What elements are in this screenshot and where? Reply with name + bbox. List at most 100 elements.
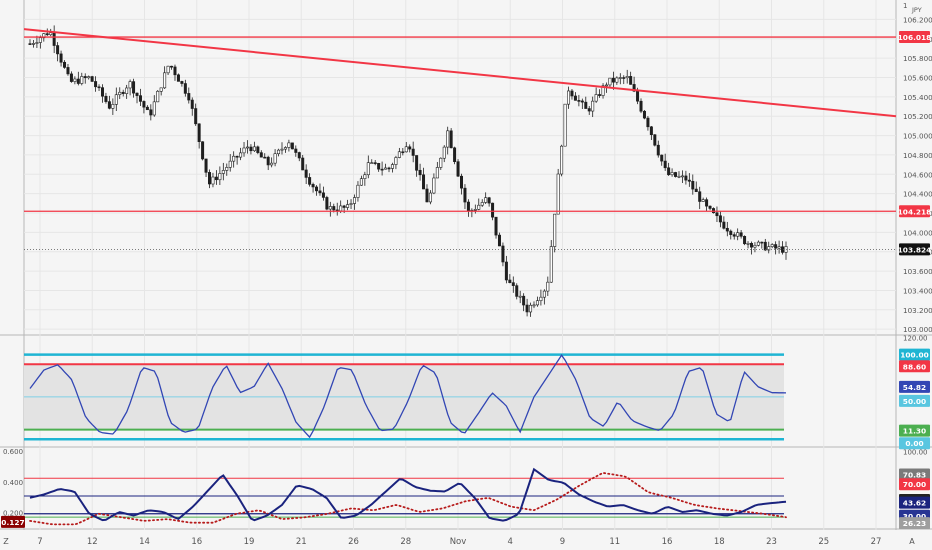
candle-body: [529, 304, 533, 313]
candle-body: [387, 167, 391, 170]
candle-body: [473, 209, 477, 211]
candle-body: [42, 33, 46, 39]
candle-body: [318, 190, 322, 194]
price-tick-label: 104.000: [903, 228, 932, 237]
candle-body: [118, 91, 122, 96]
osc1-badge-value-bg: [899, 380, 930, 393]
candle-body: [138, 95, 142, 102]
candle-body: [59, 53, 63, 63]
candle-body: [166, 65, 170, 74]
candle-body: [401, 151, 405, 154]
price-tick-label: 104.400: [903, 190, 932, 199]
osc1-badge-lower-bg: [899, 437, 930, 450]
candle-body: [460, 175, 464, 189]
candle-body: [259, 152, 263, 158]
candle-body: [525, 304, 529, 313]
candle-body: [708, 205, 712, 209]
osc1-badge-value: 54.82: [903, 383, 926, 392]
candle-body: [587, 108, 591, 112]
candle-body: [149, 109, 153, 116]
candle-body: [114, 94, 118, 105]
candle-body: [211, 176, 215, 185]
osc2-dotted-series: [29, 471, 787, 526]
candle-body: [497, 234, 501, 247]
badge-last-price: 103.824: [898, 245, 932, 254]
candle-body: [591, 100, 595, 112]
x-tick-label: 23: [766, 537, 777, 547]
candle-body: [176, 74, 180, 82]
candle-body: [107, 101, 111, 109]
candle-body: [214, 176, 218, 181]
candle-body: [287, 142, 291, 148]
candle-body: [97, 86, 101, 89]
candle-body: [190, 99, 194, 109]
candle-body: [232, 155, 236, 162]
grid: [0, 0, 932, 530]
candle-body: [52, 32, 56, 46]
candle-body: [515, 285, 519, 297]
candle-body: [446, 130, 450, 148]
osc2-badge-b-bg: [899, 478, 930, 491]
candle-body: [104, 95, 108, 102]
candle-body: [584, 101, 588, 109]
candle-body: [494, 216, 498, 236]
candle-body: [283, 147, 287, 150]
candle-body: [49, 32, 53, 36]
trendline[interactable]: [23, 28, 897, 118]
candle-body: [332, 206, 336, 211]
candle-body: [532, 304, 536, 307]
osc1-badge-lower: 0.00: [905, 439, 923, 448]
candle-body: [373, 162, 377, 164]
osc2-badge-a-bg: [899, 468, 930, 481]
candle-body: [491, 202, 495, 218]
candle-body: [35, 42, 39, 44]
candle-body: [342, 205, 346, 208]
candle-body: [128, 81, 132, 89]
oscillator-2-panel[interactable]: [24, 467, 787, 526]
candle-body: [456, 161, 460, 177]
candle-body: [170, 65, 174, 68]
candle-body: [570, 90, 574, 97]
candle-body: [132, 81, 136, 94]
osc1-badge-overbought-bg: [899, 360, 930, 373]
price-panel[interactable]: [23, 25, 897, 317]
candle-body: [56, 45, 60, 55]
x-tick-label: Nov: [450, 537, 467, 547]
candle-body: [266, 156, 270, 166]
candle-body: [256, 146, 260, 153]
x-tick-label: 9: [560, 537, 565, 547]
candle-body: [249, 146, 253, 152]
candle-body: [622, 77, 626, 79]
osc1-badge-oversold-bg: [899, 424, 930, 437]
candle-body: [384, 167, 388, 170]
candle-body: [573, 95, 577, 101]
candle-body: [73, 78, 77, 82]
candle-body: [297, 152, 301, 159]
candle-body: [183, 83, 187, 94]
price-tick-label: 104.800: [903, 151, 932, 160]
candle-body: [653, 134, 657, 146]
price-tick-label: 103.200: [903, 306, 932, 315]
candle-body: [415, 155, 419, 171]
osc2-badge-d: 43.62: [903, 499, 926, 508]
price-tick-label: 103.400: [903, 286, 932, 295]
osc2-badge-b: 70.00: [903, 480, 926, 489]
x-tick-label: 12: [87, 537, 98, 547]
candle-body: [712, 208, 716, 214]
candle-body: [435, 167, 439, 179]
candle-body: [608, 77, 612, 86]
candle-body: [694, 188, 698, 193]
candle-body: [756, 241, 760, 246]
oscillator-1-panel[interactable]: [24, 353, 787, 441]
candle-body: [145, 106, 149, 111]
candle-body: [598, 94, 602, 96]
osc2-left-tick-label: 0.200: [3, 510, 23, 518]
candle-body: [66, 67, 70, 75]
candle-body: [69, 73, 73, 82]
candle-body: [270, 162, 274, 166]
osc2-badge-d-bg: [899, 496, 930, 509]
x-tick-label: 25: [818, 537, 829, 547]
candle-body: [90, 76, 94, 82]
candle-body: [722, 221, 726, 229]
candle-body: [311, 184, 315, 188]
